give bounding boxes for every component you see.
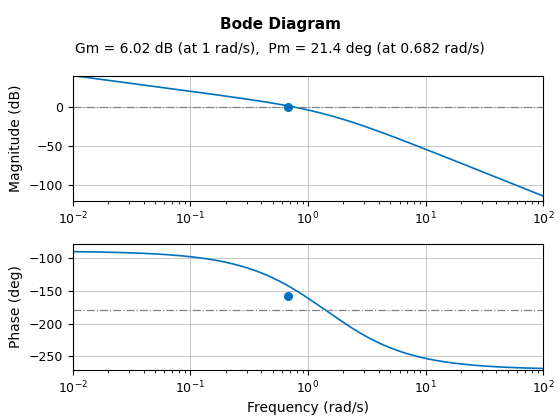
Text: Bode Diagram: Bode Diagram [220, 17, 340, 32]
Y-axis label: Phase (deg): Phase (deg) [9, 265, 23, 349]
Y-axis label: Magnitude (dB): Magnitude (dB) [9, 84, 23, 192]
Text: Gm = 6.02 dB (at 1 rad/s),  Pm = 21.4 deg (at 0.682 rad/s): Gm = 6.02 dB (at 1 rad/s), Pm = 21.4 deg… [75, 42, 485, 56]
X-axis label: Frequency (rad/s): Frequency (rad/s) [247, 402, 369, 415]
